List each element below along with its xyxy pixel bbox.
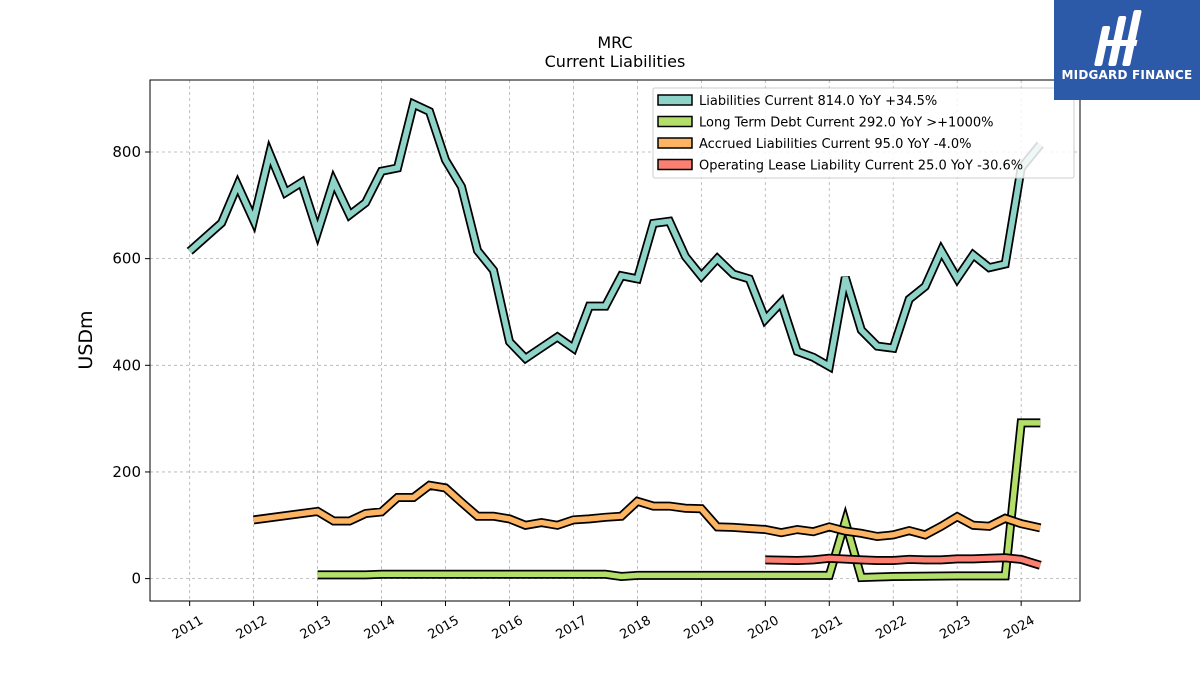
x-tick-label: 2018	[618, 613, 654, 643]
x-tick-label: 2023	[937, 613, 973, 643]
x-tick-label: 2024	[1001, 613, 1037, 643]
y-tick-label: 800	[112, 143, 141, 161]
brand-logo: MIDGARD FINANCE	[1054, 0, 1200, 100]
series-lines	[186, 97, 1044, 583]
series-line-2	[317, 420, 1041, 581]
chart-title: MRC	[597, 33, 632, 52]
x-tick-label: 2013	[298, 613, 334, 643]
legend-label: Liabilities Current 814.0 YoY +34.5%	[699, 94, 937, 109]
series-line-outline	[317, 418, 1041, 583]
legend-label: Operating Lease Liability Current 25.0 Y…	[699, 159, 1023, 174]
y-tick-label: 0	[131, 570, 141, 588]
x-tick-label: 2012	[234, 613, 270, 643]
y-tick-label: 200	[112, 463, 141, 481]
x-tick-label: 2021	[809, 613, 845, 643]
x-tick-label: 2017	[554, 613, 590, 643]
logo-text: MIDGARD FINANCE	[1061, 68, 1193, 82]
x-tick-label: 2020	[745, 613, 781, 643]
legend-label: Accrued Liabilities Current 95.0 YoY -4.…	[699, 137, 971, 152]
x-tick-label: 2015	[426, 613, 462, 643]
series-line-3	[253, 482, 1041, 540]
logo-mark-icon	[1094, 10, 1142, 66]
series-line-4	[765, 555, 1042, 568]
x-tick-label: 2016	[490, 613, 526, 643]
series-line-1	[187, 100, 1043, 371]
legend-box	[652, 87, 1075, 179]
plot-frame	[149, 79, 1081, 602]
chart-subtitle: Current Liabilities	[545, 52, 686, 71]
x-tick-label: 2022	[873, 613, 909, 643]
legend-swatch	[657, 115, 693, 128]
y-axis-label: USDm	[75, 310, 97, 369]
x-tick-label: 2011	[170, 613, 206, 643]
x-tick-label: 2019	[682, 613, 718, 643]
legend-label: Long Term Debt Current 292.0 YoY >+1000%	[699, 116, 994, 131]
legend-swatch	[657, 137, 693, 149]
legend-swatch	[657, 94, 693, 106]
legend-swatch	[657, 158, 693, 171]
y-tick-label: 600	[112, 250, 141, 268]
x-tick-label: 2014	[362, 613, 398, 643]
legend: Liabilities Current 814.0 YoY +34.5% Long…	[652, 87, 1075, 179]
y-tick-label: 400	[112, 356, 141, 374]
